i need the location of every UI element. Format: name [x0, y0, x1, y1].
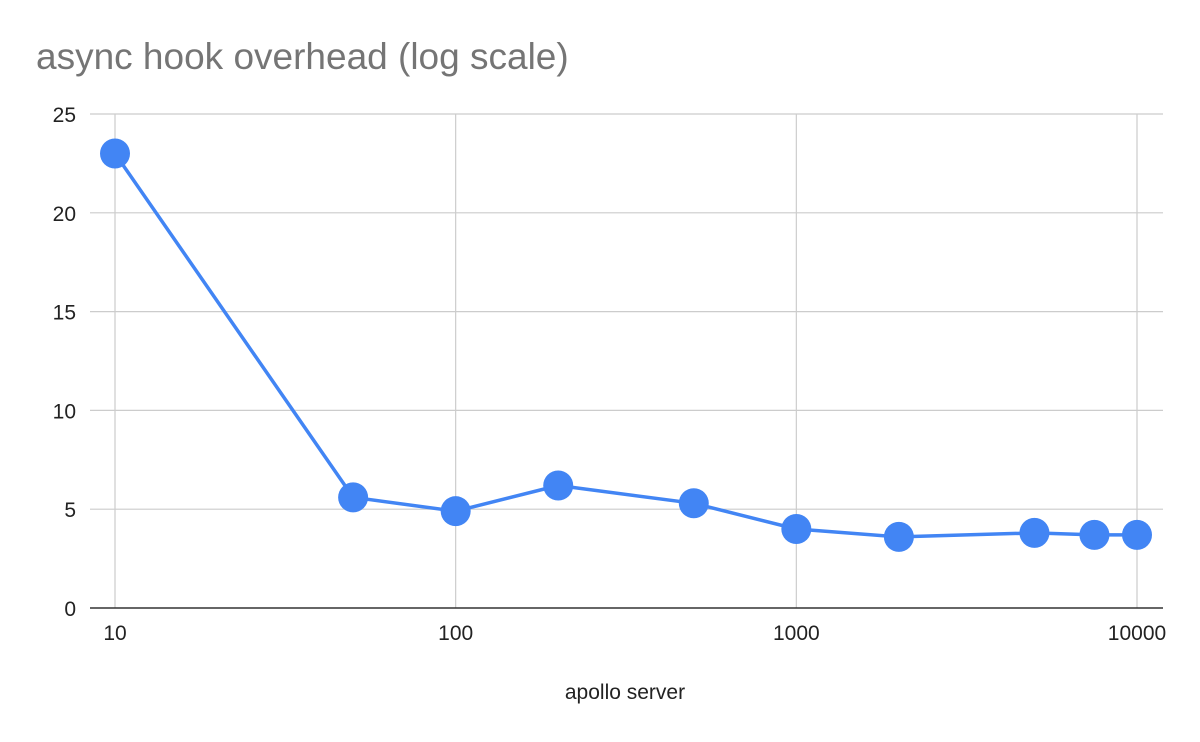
series-line [113, 152, 1137, 539]
tick-labels: 0 5 10 15 20 25 10 100 1000 10000 [53, 104, 1167, 645]
x-tick-label: 10 [103, 622, 126, 645]
data-point [338, 482, 369, 513]
y-tick-label: 0 [64, 598, 76, 621]
data-point [1122, 519, 1152, 550]
data-point [440, 496, 471, 527]
x-axis-label: apollo server [565, 681, 685, 704]
data-point [100, 138, 130, 169]
y-tick-label: 10 [53, 400, 76, 423]
x-tick-label: 100 [438, 622, 473, 645]
data-point [781, 513, 812, 544]
y-tick-label: 20 [53, 203, 76, 226]
data-point [543, 470, 574, 501]
y-tick-label: 25 [53, 104, 76, 127]
data-point [1079, 519, 1110, 550]
x-tick-label: 10000 [1108, 622, 1166, 645]
y-tick-label: 15 [53, 302, 76, 325]
y-tick-label: 5 [64, 499, 76, 522]
data-series [100, 138, 1152, 552]
x-tick-label: 1000 [773, 622, 820, 645]
data-point [883, 521, 914, 552]
chart-title: async hook overhead (log scale) [36, 36, 569, 77]
data-point [1019, 517, 1050, 548]
data-point [678, 488, 709, 519]
